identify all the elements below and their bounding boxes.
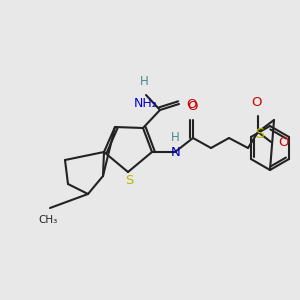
Text: O: O <box>188 100 198 113</box>
Text: H: H <box>140 75 148 88</box>
Text: O: O <box>252 96 262 109</box>
Text: O: O <box>278 136 289 149</box>
Text: S: S <box>255 127 263 141</box>
Text: CH₃: CH₃ <box>38 215 58 225</box>
Text: S: S <box>125 175 133 188</box>
Text: NH₂: NH₂ <box>134 97 158 110</box>
Text: N: N <box>171 146 181 160</box>
Text: O: O <box>186 98 196 110</box>
Text: H: H <box>171 131 179 144</box>
